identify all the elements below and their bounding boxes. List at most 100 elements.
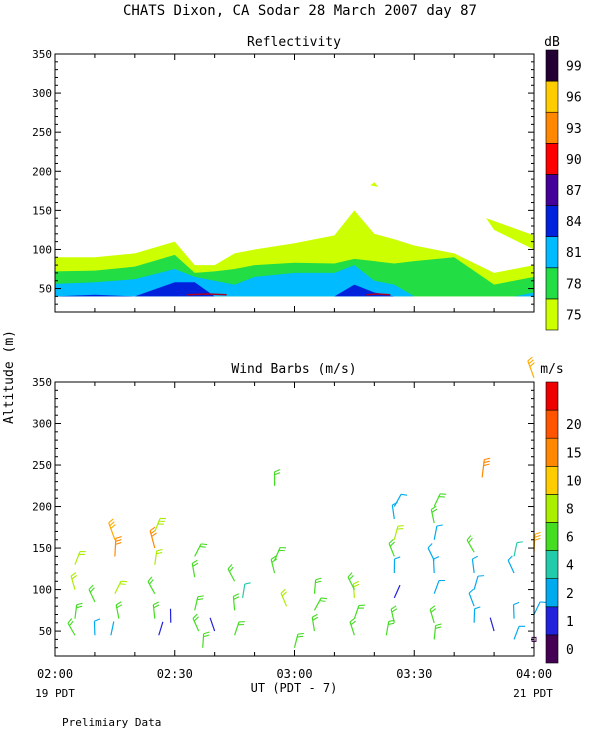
- x-axis-label: UT (PDT - 7): [251, 681, 338, 695]
- wind-barb-shaft: [152, 604, 156, 619]
- wind-barb-shaft: [74, 551, 81, 565]
- wind-barb-shaft: [388, 543, 395, 557]
- wind-barb: [473, 606, 481, 623]
- wind-barb-shaft: [114, 580, 122, 594]
- wind-barb-shaft: [391, 505, 395, 520]
- wind-barb-shaft: [273, 547, 281, 561]
- wind-barb-shaft: [353, 605, 360, 619]
- wind-barb-shaft: [202, 633, 205, 648]
- y-tick-label: 150: [32, 204, 52, 217]
- wind-barb-feather: [427, 543, 433, 549]
- wind-barb-feather: [193, 616, 199, 622]
- reflectivity-band-84: [55, 282, 534, 297]
- colorbar-label: 93: [566, 122, 582, 137]
- wind-barb-feather: [483, 463, 490, 467]
- colorbar-label: 15: [566, 446, 582, 461]
- wind-barb: [273, 469, 281, 486]
- wind-barb-feather: [311, 613, 318, 618]
- wind-barb-feather: [429, 605, 436, 610]
- wind-barb: [390, 605, 398, 623]
- wind-barb: [154, 517, 167, 532]
- wind-barb-feather: [149, 526, 156, 532]
- wind-barb-shaft: [110, 621, 115, 636]
- wind-barb-feather: [527, 356, 533, 362]
- wind-barb-feather: [281, 591, 287, 597]
- wind-barb-feather: [274, 469, 281, 473]
- wind-barb: [108, 518, 116, 540]
- wind-barb: [433, 493, 447, 507]
- wind-barb-shaft: [433, 580, 440, 594]
- wind-barb-feather: [390, 605, 397, 610]
- wind-barb: [527, 356, 535, 379]
- wind-barb-shaft: [513, 542, 518, 557]
- wind-barb: [280, 588, 288, 607]
- wind-barb-feather: [297, 632, 304, 635]
- wind-barb: [385, 619, 395, 636]
- wind-barb: [481, 457, 491, 478]
- colorbar-swatch: [545, 111, 559, 144]
- reflectivity-patch-1: [370, 182, 379, 187]
- wind-barb-feather: [244, 582, 251, 585]
- wind-barb: [513, 541, 523, 557]
- wind-barb-feather: [149, 579, 154, 585]
- colorbar-label: 90: [566, 153, 582, 168]
- wind-barb-feather: [156, 548, 163, 552]
- wind-barb-shaft: [270, 559, 276, 574]
- wind-barb-shaft: [468, 592, 475, 607]
- wind-barb-shaft: [74, 604, 78, 619]
- x-tick-label: 04:00: [516, 667, 552, 681]
- wind-barb-feather: [70, 572, 77, 577]
- wind-barb-feather: [435, 623, 442, 627]
- wind-barb-feather: [297, 635, 304, 638]
- wind-barb-feather: [203, 634, 210, 638]
- wind-barb-feather: [315, 577, 322, 581]
- colorbar-swatch: [545, 143, 559, 175]
- wind-barb: [194, 595, 204, 611]
- y-tick-label: 350: [32, 48, 52, 61]
- y-tick-label: 150: [32, 542, 52, 555]
- wind-barb-feather: [115, 542, 122, 545]
- wind-barb-shaft: [313, 597, 322, 611]
- wind-barb-feather: [94, 618, 101, 622]
- wind-barb-feather: [151, 532, 157, 537]
- wind-title: Wind Barbs (m/s): [231, 362, 356, 377]
- wind-barb-feather: [534, 537, 541, 541]
- wind-barb-shaft: [533, 601, 541, 615]
- colorbar-label: 87: [566, 184, 582, 199]
- wind-barb: [352, 580, 360, 598]
- y-tick-label: 200: [32, 501, 52, 514]
- wind-barb: [152, 601, 160, 619]
- wind-barb-feather: [69, 620, 74, 627]
- wind-barb: [242, 582, 251, 598]
- colorbar-label: 78: [566, 277, 582, 292]
- wind-barb-feather: [115, 536, 122, 539]
- colorbar-label: 2: [566, 587, 574, 602]
- wind-barb: [489, 617, 495, 632]
- wind-barb-shaft: [385, 621, 390, 636]
- wind-barb: [191, 559, 199, 578]
- wind-barb: [74, 551, 86, 565]
- wind-barb: [147, 576, 156, 595]
- x-tick-label: 02:00: [37, 667, 73, 681]
- wind-barb-shaft: [427, 547, 435, 561]
- wind-barb: [432, 556, 440, 574]
- wind-barb-feather: [199, 546, 206, 548]
- colorbar-swatch: [545, 298, 559, 331]
- y-tick-label: 200: [32, 165, 52, 178]
- wind-barb-feather: [153, 604, 160, 609]
- wind-barb: [473, 575, 485, 590]
- wind-barb-feather: [397, 525, 404, 527]
- y-tick-label: 300: [32, 87, 52, 100]
- wind-barb-shaft: [433, 525, 438, 540]
- wind-barb-shaft: [433, 625, 437, 640]
- wind-barb-feather: [119, 583, 126, 585]
- wind-barb: [313, 577, 322, 594]
- colorbar-label: 6: [566, 531, 574, 546]
- wind-barb-feather: [435, 626, 442, 629]
- colorbar-swatch: [545, 409, 559, 439]
- wind-barb: [466, 535, 475, 553]
- wind-barb-shaft: [192, 618, 200, 632]
- reflectivity-axes: 50 100 150 200 250 300 350: [32, 48, 535, 312]
- colorbar-swatch: [545, 550, 559, 579]
- wind-barb-shaft: [433, 493, 441, 507]
